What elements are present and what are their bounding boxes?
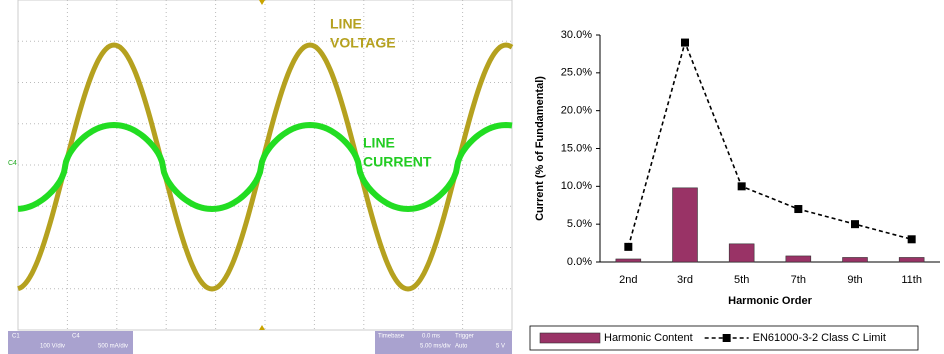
legend-swatch [540,333,600,343]
bar [616,259,641,262]
page: LINE VOLTAGE LINE CURRENT C4 C1 100 V/div C4 500… [0,0,944,354]
bar [729,244,754,262]
status-text: C1 [12,334,20,340]
x-tick-label: 3rd [677,274,693,286]
status-text: 500 mA/div [98,344,128,350]
harmonic-chart: 0.0% 5.0% 10.0% 15.0% 20.0% 25.0% 30.0% Current… [530,29,940,350]
status-bar [8,331,133,354]
voltage-label: VOLTAGE [330,35,396,51]
x-tick-label: 11th [901,274,922,286]
voltage-label: LINE [330,16,362,32]
x-axis-label: Harmonic Order [728,295,812,307]
y-tick-label: 15.0% [561,142,592,154]
legend-label: EN61000-3-2 Class C Limit [753,332,886,344]
limit-marker [681,39,689,47]
y-tick-label: 25.0% [561,67,592,79]
legend-label: Harmonic Content [604,332,693,344]
status-text: Auto [455,344,468,350]
limit-marker [624,243,632,251]
figure: LINE VOLTAGE LINE CURRENT C4 C1 100 V/div C4 500… [0,0,944,354]
status-text: 5 V [496,344,505,350]
bar [673,188,698,262]
status-text: C4 [72,334,80,340]
status-text: Timebase [378,334,405,340]
limit-marker [851,220,859,228]
channel-marker: C4 [8,160,17,167]
current-label: CURRENT [363,154,432,170]
y-tick-label: 0.0% [567,256,592,268]
y-tick-label: 20.0% [561,105,592,117]
limit-marker [908,235,916,243]
y-tick-label: 30.0% [561,29,592,41]
x-tick-label: 7th [791,274,806,286]
legend-swatch [723,334,731,342]
oscilloscope: LINE VOLTAGE LINE CURRENT C4 C1 100 V/div C4 500… [8,0,512,354]
limit-line [628,43,911,247]
bar [786,256,811,262]
x-tick-label: 9th [847,274,862,286]
limit-marker [738,182,746,190]
y-axis-label: Current (% of Fundamental) [534,76,546,221]
bar [843,257,868,262]
status-text: Trigger [455,334,474,340]
status-text: 5.00 ms/div [420,344,451,350]
bar [899,257,924,262]
limit-marker [794,205,802,213]
x-tick-label: 2nd [619,274,637,286]
status-text: 0.0 ms [422,334,440,340]
status-text: 100 V/div [40,344,65,350]
y-tick-label: 10.0% [561,180,592,192]
current-label: LINE [363,135,395,151]
x-tick-label: 5th [734,274,749,286]
y-tick-label: 5.0% [567,218,592,230]
